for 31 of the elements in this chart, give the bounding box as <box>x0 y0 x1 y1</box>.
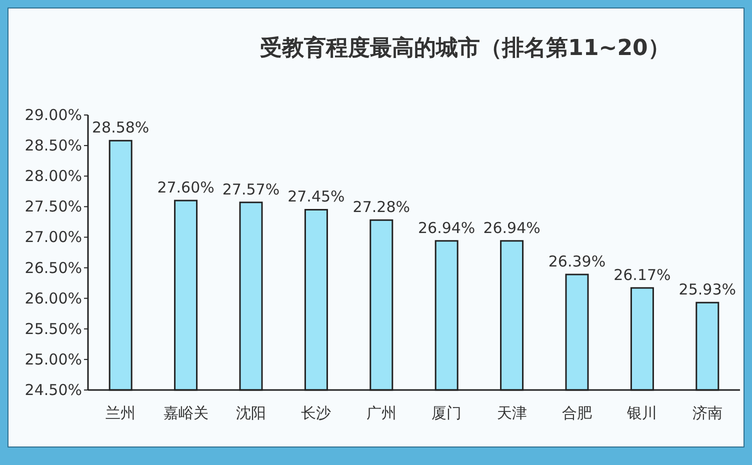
x-tick-label: 银川 <box>626 404 658 422</box>
y-tick-label: 28.00% <box>24 167 82 186</box>
data-label: 26.17% <box>614 266 671 284</box>
data-label: 26.94% <box>483 218 540 237</box>
data-label: 27.28% <box>352 198 410 216</box>
y-tick-label: 28.50% <box>24 136 82 155</box>
data-label: 27.57% <box>222 180 280 198</box>
data-label: 26.94% <box>418 218 476 237</box>
y-tick-label: 27.00% <box>24 228 82 246</box>
y-tick-label: 25.00% <box>24 350 82 368</box>
x-tick-label: 济南 <box>692 404 722 422</box>
x-tick-label: 天津 <box>496 404 527 422</box>
chart-title: 受教育程度最高的城市（排名第11~20） <box>260 35 670 61</box>
y-tick-label: 24.50% <box>24 381 82 399</box>
y-tick-label: 25.50% <box>24 320 82 338</box>
data-label: 27.45% <box>288 188 345 206</box>
y-tick-label: 27.50% <box>24 198 82 216</box>
data-label: 25.93% <box>678 280 736 299</box>
x-tick-label: 广州 <box>366 404 396 422</box>
x-tick-label: 合肥 <box>562 404 592 422</box>
x-tick-label: 沈阳 <box>236 404 266 422</box>
data-label: 27.60% <box>157 178 214 197</box>
x-tick-label: 长沙 <box>301 404 332 422</box>
x-tick-label: 嘉峪关 <box>163 404 208 422</box>
data-label: 28.58% <box>92 118 150 137</box>
y-tick-label: 26.50% <box>24 258 82 277</box>
y-tick-label: 26.00% <box>24 289 82 308</box>
data-label: 26.39% <box>548 252 606 270</box>
y-tick-label: 29.00% <box>24 106 82 124</box>
x-tick-label: 兰州 <box>106 404 136 422</box>
x-tick-label: 厦门 <box>432 404 462 422</box>
